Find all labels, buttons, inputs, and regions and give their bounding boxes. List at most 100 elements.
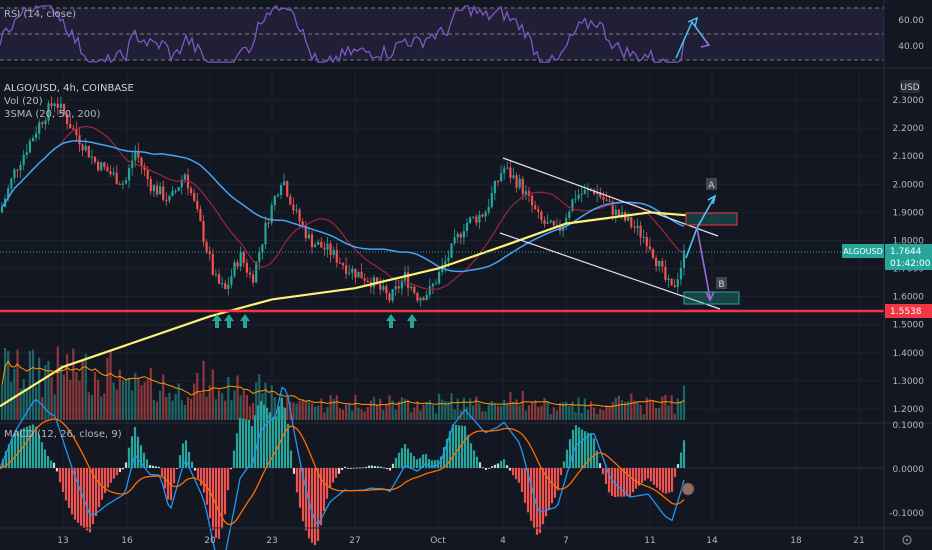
macd-histogram-bar: [349, 467, 353, 469]
volume-bar: [441, 399, 444, 420]
volume-bar: [140, 385, 143, 420]
marker-b-box[interactable]: [716, 277, 727, 289]
candle-body: [0, 206, 4, 213]
volume-bar: [345, 404, 348, 420]
volume-ma-line: [1, 360, 685, 408]
candle-body: [568, 211, 571, 219]
volume-bar: [422, 404, 425, 420]
candle-body: [645, 236, 648, 247]
volume-bar: [224, 400, 227, 420]
volume-bar: [664, 394, 667, 420]
volume-bar: [407, 399, 410, 420]
macd-histogram-bar: [70, 468, 74, 515]
macd-histogram-bar: [559, 468, 563, 476]
macd-histogram-bar: [430, 460, 434, 468]
macd-histogram-bar: [334, 468, 338, 478]
volume-bars: [0, 346, 686, 420]
rsi-arrow-up-icon: [687, 16, 699, 28]
volume-bar: [558, 403, 562, 420]
volume-bar: [270, 385, 273, 420]
candle-body: [103, 162, 106, 168]
candle-body: [78, 135, 81, 145]
volume-bar: [7, 350, 10, 420]
macd-histogram-bar: [283, 408, 287, 468]
channel-upper-line[interactable]: [502, 157, 719, 237]
candle-body: [326, 243, 329, 250]
macd-histogram-bar: [166, 468, 170, 500]
macd-histogram-bar: [490, 466, 494, 468]
marker-a-box[interactable]: [706, 178, 717, 190]
volume-bar: [16, 349, 19, 420]
volume-bar: [273, 397, 276, 420]
macd-histogram-bar: [217, 468, 221, 539]
macd-histogram-bar: [337, 468, 341, 474]
volume-bar: [134, 372, 137, 420]
volume-bar: [258, 374, 261, 420]
candle-body: [100, 162, 103, 171]
macd-histogram-bar: [634, 468, 638, 489]
macd-histogram-bar: [520, 468, 524, 492]
macd-histogram-bar: [670, 468, 674, 492]
macd-histogram-bar: [484, 468, 488, 470]
time-tick: 13: [57, 536, 68, 546]
macd-histogram-bar: [259, 401, 263, 468]
candle-body: [183, 174, 186, 180]
volume-bar: [679, 401, 682, 420]
volume-bar: [205, 396, 208, 420]
candle-body: [128, 168, 131, 181]
macd-histogram-bar: [568, 439, 572, 468]
candle-body: [267, 222, 270, 224]
macd-histogram-bar: [10, 438, 14, 468]
candle-body: [227, 284, 230, 289]
macd-histogram-bar: [4, 451, 8, 468]
macd-histogram-bar: [508, 468, 512, 471]
volume-bar: [624, 401, 627, 420]
volume-bar: [586, 409, 589, 420]
volume-bar: [186, 397, 190, 420]
gear-icon[interactable]: [902, 535, 912, 545]
volume-bar: [59, 364, 62, 420]
macd-histogram-bar: [13, 432, 17, 468]
candle-body: [53, 103, 56, 106]
volume-bar: [112, 382, 115, 420]
macd-histogram-bar: [481, 467, 485, 469]
macd-histogram-bar: [121, 468, 125, 470]
volume-bar: [214, 399, 217, 420]
currency-badge[interactable]: [900, 80, 920, 93]
channel-lower-line[interactable]: [499, 232, 721, 310]
volume-bar: [382, 409, 385, 420]
macd-histogram-bar: [652, 468, 656, 485]
macd-histogram-bar: [130, 436, 134, 468]
volume-bar: [385, 403, 388, 420]
volume-bar: [574, 412, 577, 420]
macd-histogram-bar: [667, 468, 671, 493]
time-tick: 16: [121, 536, 133, 546]
candle-body: [239, 251, 242, 267]
candle-body: [307, 234, 310, 239]
volume-bar: [81, 359, 84, 420]
price-tick: 1.5000: [893, 321, 925, 331]
price-scale[interactable]: 60.00 40.00 USD 2.3000 2.2000 2.1000 2.0000…: [842, 0, 932, 550]
settings-gear-icon[interactable]: [902, 535, 912, 545]
volume-bar: [335, 395, 338, 420]
target-zone-upper[interactable]: [685, 212, 738, 226]
time-axis[interactable]: 13 16 20 23 27 Oct 4 7 11 14 18 21: [57, 536, 864, 546]
volume-bar: [534, 400, 537, 420]
candle-body: [47, 103, 50, 121]
macd-histogram-bar: [7, 444, 11, 468]
volume-bar: [304, 400, 307, 420]
candle-body: [28, 141, 31, 153]
symbol-title[interactable]: ALGO/USD, 4h, COINBASE: [4, 83, 134, 94]
volume-bar: [121, 380, 124, 420]
volume-bar: [475, 396, 478, 420]
volume-bar: [565, 401, 568, 420]
macd-histogram-bar: [649, 468, 653, 482]
candle-body: [487, 206, 490, 213]
volume-bar: [428, 400, 431, 420]
price-tick: 1.9000: [893, 208, 925, 218]
macd-histogram-bar: [286, 423, 290, 468]
volume-bar: [524, 410, 527, 420]
price-tick: 2.3000: [893, 96, 925, 106]
macd-histogram-bar: [439, 456, 443, 468]
